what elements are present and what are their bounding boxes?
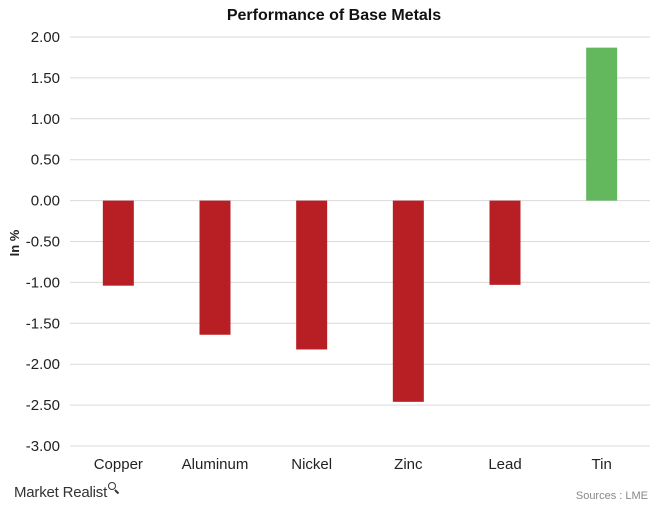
brand-logo: Market Realist [14,482,120,501]
y-tick-label: -3.00 [26,438,60,455]
brand-name: Market Realist [14,484,108,501]
y-tick-label: 1.00 [31,111,60,128]
y-tick-label: 0.50 [31,152,60,169]
x-tick-label: Nickel [291,456,332,473]
bars [102,47,618,402]
x-tick-label: Tin [592,456,612,473]
x-tick-label: Aluminum [182,456,249,473]
bar-aluminum [199,200,231,335]
y-tick-labels: 2.00 1.50 1.00 0.50 0.00 -0.50 -1.00 -1.50 -2.00… [26,29,60,455]
y-tick-label: -2.50 [26,397,60,414]
chart-title: Performance of Base Metals [227,7,441,24]
bar-lead [489,200,521,285]
y-tick-label: 0.00 [31,193,60,210]
grid-lines [70,36,650,447]
y-tick-label: -1.00 [26,274,60,291]
magnifier-icon [108,482,120,495]
bar-nickel [296,200,328,350]
y-axis-label: In % [7,229,22,256]
y-tick-label: -2.00 [26,356,60,373]
bar-tin [586,47,618,201]
x-tick-labels: Copper Aluminum Nickel Zinc Lead Tin [94,456,612,473]
y-tick-label: 1.50 [31,70,60,87]
bar-zinc [392,200,424,402]
x-tick-label: Zinc [394,456,423,473]
y-tick-label: 2.00 [31,29,60,46]
x-tick-label: Copper [94,456,143,473]
x-tick-label: Lead [488,456,521,473]
y-tick-label: -0.50 [26,234,60,251]
bar-copper [102,200,134,286]
y-tick-label: -1.50 [26,315,60,332]
source-note: Sources : LME [575,490,648,502]
